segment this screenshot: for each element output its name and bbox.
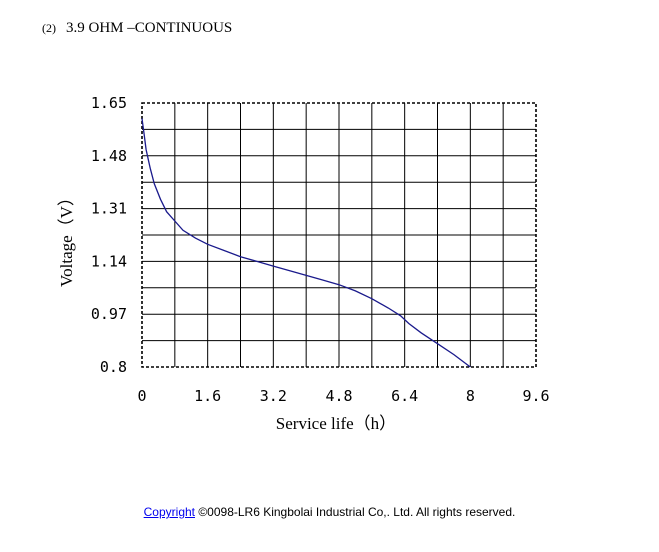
x-tick-label: 6.4 [391, 387, 418, 405]
discharge-chart: 1.65 1.48 1.31 1.14 0.97 0.8 0 1.6 3.2 4.8 6.4 8 9.… [57, 94, 550, 433]
footer: Copyright ©0098-LR6 Kingbolai Industrial… [0, 505, 659, 519]
x-tick-label: 9.6 [522, 387, 549, 405]
plot-frame [141, 102, 537, 368]
x-axis-label: Service life（h） [276, 414, 396, 433]
x-tick-label: 1.6 [194, 387, 221, 405]
y-tick-label: 1.65 [91, 94, 127, 112]
y-tick-label: 1.14 [91, 252, 127, 270]
y-axis-ticks: 1.65 1.48 1.31 1.14 0.97 0.8 [91, 94, 127, 376]
heading-number: (2) [42, 21, 56, 35]
chart-grid [142, 103, 536, 367]
x-axis-ticks: 0 1.6 3.2 4.8 6.4 8 9.6 [137, 387, 549, 405]
x-tick-label: 3.2 [260, 387, 287, 405]
y-tick-label: 0.8 [100, 358, 127, 376]
copyright-link[interactable]: Copyright [143, 505, 195, 519]
y-tick-label: 1.48 [91, 147, 127, 165]
y-tick-label: 1.31 [91, 200, 127, 218]
voltage-curve [141, 118, 471, 368]
heading-title: 3.9 OHM –CONTINUOUS [66, 20, 233, 36]
x-tick-label: 8 [466, 387, 475, 405]
y-tick-label: 0.97 [91, 305, 127, 323]
x-tick-label: 4.8 [325, 387, 352, 405]
footer-text: ©0098-LR6 Kingbolai Industrial Co,. Ltd.… [195, 505, 516, 519]
x-tick-label: 0 [137, 387, 146, 405]
y-axis-label: Voltage（V） [57, 189, 76, 287]
chart-heading: (2) 3.9 OHM –CONTINUOUS [42, 20, 232, 37]
